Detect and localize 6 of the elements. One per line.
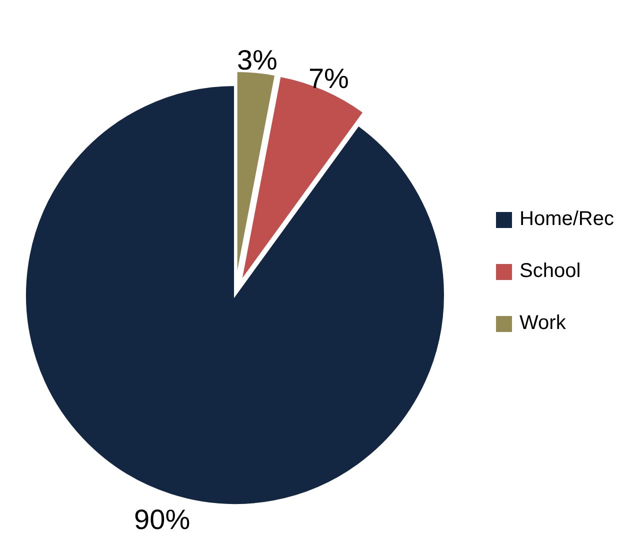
data-label: 90%	[134, 504, 190, 535]
legend-label: Home/Rec	[520, 208, 614, 230]
data-label: 7%	[308, 62, 349, 94]
data-label: 3%	[236, 44, 278, 76]
legend-label: School	[520, 260, 581, 282]
legend-label: Work	[520, 312, 566, 334]
